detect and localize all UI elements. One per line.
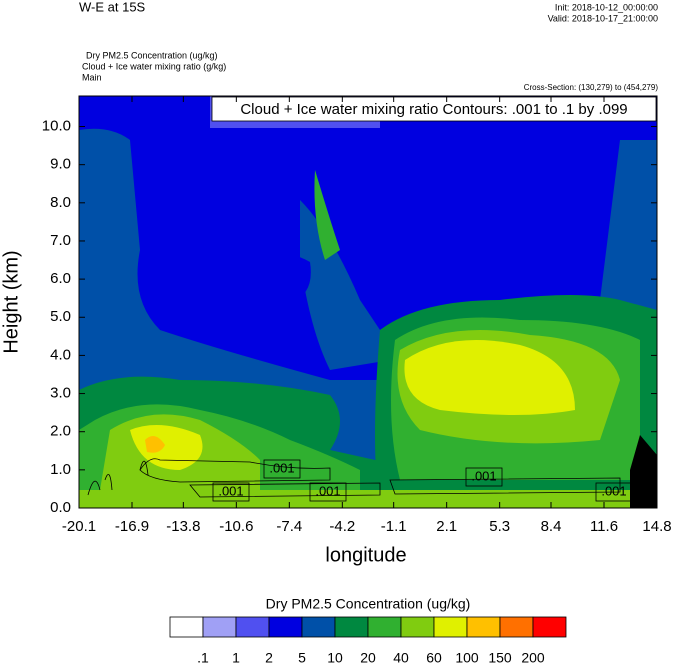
y-tick-label: 3.0 [50, 385, 71, 402]
x-tick-label: 11.6 [590, 518, 618, 535]
y-tick-label: 5.0 [50, 308, 71, 325]
cross-section: Cross-Section: (130,279) to (454,279) [524, 83, 659, 92]
y-tick-label: 6.0 [50, 270, 71, 287]
y-tick-label: 4.0 [50, 346, 71, 363]
y-tick-label: 9.0 [50, 156, 71, 173]
colorbar-box [202, 616, 237, 638]
colorbar-box [532, 616, 567, 638]
colorbar-box [367, 616, 402, 638]
colorbar-box [235, 616, 270, 638]
x-tick-label: -13.8 [166, 518, 200, 535]
contour-label-box [595, 482, 633, 502]
plot-frame [78, 95, 658, 509]
y-tick-label: 10.0 [42, 117, 71, 134]
colorbar-label: 5 [298, 650, 306, 666]
x-tick-label: 2.1 [436, 518, 457, 535]
valid: Valid: 2018-10-17_21:00:00 [548, 13, 658, 23]
contour-info: Cloud + Ice water mixing ratio Contours:… [240, 101, 627, 118]
colorbar-label: 40 [393, 650, 409, 666]
x-tick-label: 8.4 [541, 518, 562, 535]
colorbar-label: .1 [197, 650, 209, 666]
x-tick-label: -1.1 [381, 518, 407, 535]
field-label: Cloud + Ice water mixing ratio (g/kg) [82, 61, 226, 71]
contour-label: .001 [218, 483, 243, 498]
field-label: Dry PM2.5 Concentration (ug/kg) [86, 50, 218, 60]
y-tick-label: 7.0 [50, 232, 71, 249]
colorbar-box [433, 616, 468, 638]
contour-info-box [211, 96, 657, 122]
contour-label: .001 [601, 483, 626, 498]
colorbar-label: 150 [488, 650, 512, 666]
title: W-E at 15S [79, 0, 146, 14]
colorbar-box [268, 616, 303, 638]
y-axis-label: Height (km) [0, 250, 22, 353]
x-tick-label: -20.1 [62, 518, 96, 535]
contour-label-box [309, 482, 347, 502]
x-tick-label: 14.8 [642, 518, 671, 535]
colorbar-box [400, 616, 435, 638]
x-tick-label: -4.2 [329, 518, 355, 535]
y-tick-label: 2.0 [50, 423, 71, 440]
x-tick-label: -16.9 [115, 518, 149, 535]
contour-label-box [465, 467, 503, 487]
colorbar-box [334, 616, 369, 638]
contour-label: .001 [471, 468, 496, 483]
x-tick-label: 5.3 [489, 518, 510, 535]
colorbar-box [301, 616, 336, 638]
contour-label: .001 [315, 483, 340, 498]
colorbar-label: 60 [426, 650, 442, 666]
contour-label-box [263, 459, 301, 479]
colorbar-box [169, 616, 204, 638]
x-tick-label: -7.4 [276, 518, 302, 535]
y-tick-label: 8.0 [50, 194, 71, 211]
colorbar-label: 10 [327, 650, 343, 666]
colorbar-label: 2 [265, 650, 273, 666]
field-label: Main [82, 72, 102, 82]
colorbar-label: 100 [455, 650, 479, 666]
contour-label: .001 [269, 460, 294, 475]
x-tick-label: -10.6 [219, 518, 253, 535]
colorbar-label: 1 [232, 650, 240, 666]
field [79, 96, 657, 508]
colorbar-title: Dry PM2.5 Concentration (ug/kg) [266, 596, 471, 612]
contour-label-box [212, 482, 250, 502]
colorbar-box [499, 616, 534, 638]
colorbar-label: 200 [521, 650, 545, 666]
colorbar-box [466, 616, 501, 638]
x-axis-label: longitude [325, 544, 406, 566]
colorbar-label: 20 [360, 650, 376, 666]
y-tick-label: 1.0 [50, 461, 71, 478]
y-tick-label: 0.0 [50, 499, 71, 516]
init: Init: 2018-10-12_00:00:00 [555, 2, 658, 12]
